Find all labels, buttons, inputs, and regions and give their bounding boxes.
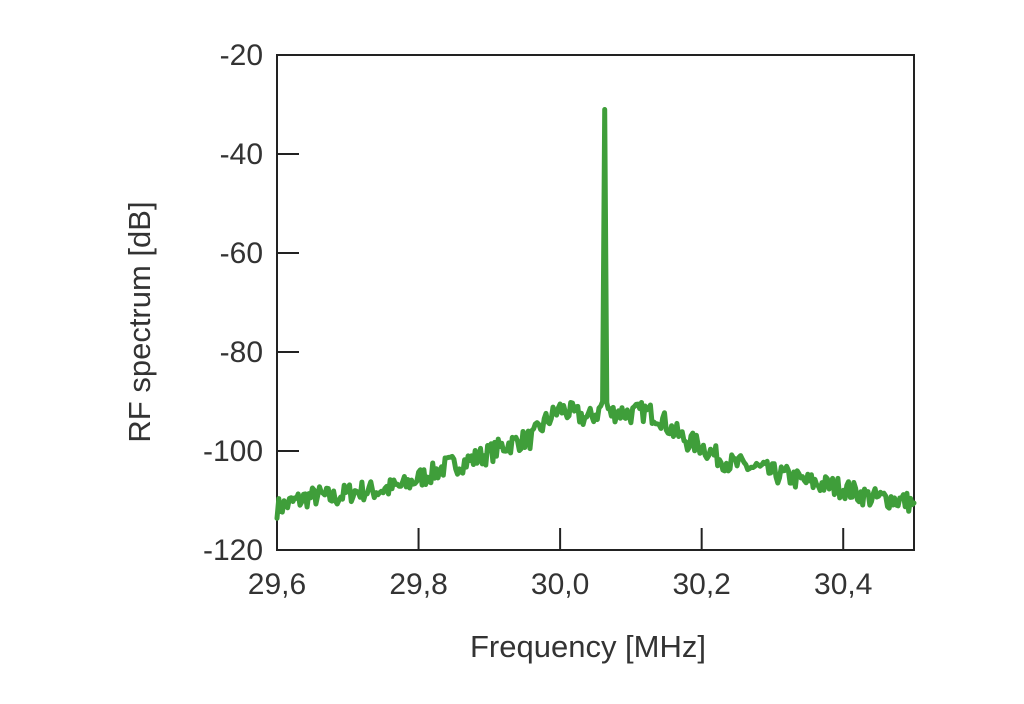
x-tick-label: 29,8 bbox=[389, 568, 447, 601]
x-axis: 29,6 29,8 30,0 30,2 30,4 bbox=[248, 528, 872, 601]
y-tick-label: -100 bbox=[203, 435, 263, 468]
x-tick-label: 29,6 bbox=[248, 568, 306, 601]
x-tick-label: 30,0 bbox=[531, 568, 589, 601]
spectrum-series-line bbox=[274, 107, 917, 521]
y-tick-label: -120 bbox=[203, 534, 263, 567]
plot-area-frame bbox=[276, 54, 915, 551]
x-tick-label: 30,4 bbox=[814, 568, 872, 601]
y-axis-title: RF spectrum [dB] bbox=[122, 201, 157, 442]
y-tick-label: -20 bbox=[220, 39, 263, 72]
y-tick-label: -80 bbox=[220, 336, 263, 369]
y-tick-label: -40 bbox=[220, 138, 263, 171]
y-axis: -20 -40 -60 -80 -100 -120 bbox=[203, 39, 299, 567]
x-tick-label: 30,2 bbox=[672, 568, 730, 601]
x-axis-title: Frequency [MHz] bbox=[470, 629, 706, 664]
y-tick-label: -60 bbox=[220, 237, 263, 270]
